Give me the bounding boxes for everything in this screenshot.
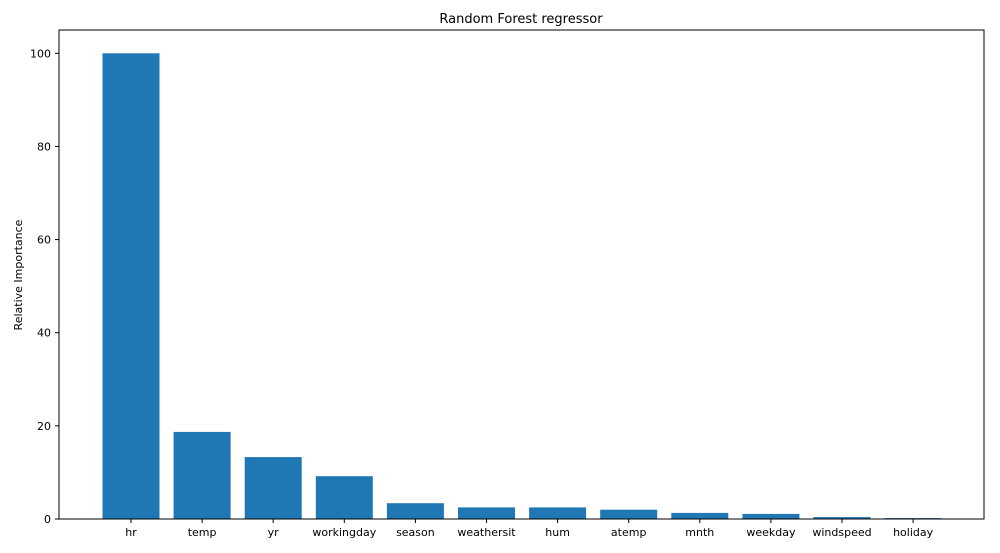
x-tick-label: windspeed <box>812 526 871 539</box>
y-tick-label: 60 <box>37 234 51 247</box>
bar-yr <box>244 457 302 519</box>
y-ticks-group: 0 20 40 60 80 100 <box>30 47 59 526</box>
x-tick-label: weekday <box>746 526 796 539</box>
bar-season <box>386 503 444 519</box>
y-axis-label: Relative Importance <box>12 219 25 330</box>
bar-windspeed <box>813 517 871 519</box>
bars-group <box>102 53 942 520</box>
x-ticks-group: hr temp yr workingday season weathersit hum ate… <box>125 519 934 539</box>
x-tick-label: atemp <box>611 526 647 539</box>
bar-hr <box>102 53 160 520</box>
x-tick-label: yr <box>268 526 280 539</box>
bar-workingday <box>315 476 373 519</box>
bar-weekday <box>742 513 800 519</box>
y-tick-label: 40 <box>37 327 51 340</box>
y-tick-label: 80 <box>37 140 51 153</box>
y-tick-label: 0 <box>44 513 51 526</box>
chart-title: Random Forest regressor <box>439 12 603 27</box>
x-tick-label: workingday <box>312 526 376 539</box>
y-tick-label: 100 <box>30 47 51 60</box>
x-tick-label: mnth <box>685 526 714 539</box>
bar-atemp <box>600 509 658 519</box>
x-tick-label: hum <box>545 526 570 539</box>
plot-frame <box>58 29 985 520</box>
x-tick-label: hr <box>125 526 137 539</box>
bar-mnth <box>671 512 729 519</box>
x-tick-label: weathersit <box>457 526 516 539</box>
bar-weathersit <box>458 507 515 519</box>
bar-temp <box>173 431 231 519</box>
x-tick-label: holiday <box>893 526 934 539</box>
x-tick-label: temp <box>188 526 217 539</box>
x-tick-label: season <box>396 526 435 539</box>
bar-hum <box>529 507 587 519</box>
y-tick-label: 20 <box>37 420 51 433</box>
